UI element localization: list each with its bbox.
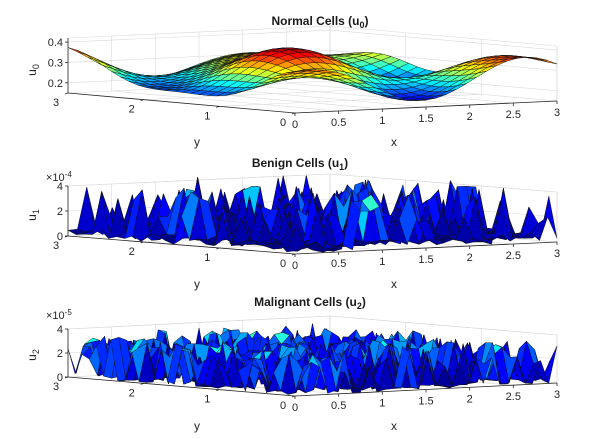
malignant-x-tick-label: 1 — [379, 398, 385, 410]
malignant-y-tick-mark — [216, 389, 220, 392]
normal-y-axis-label: y — [194, 135, 200, 149]
benign-y-tick-mark — [291, 253, 296, 256]
malignant-x-tick-label: 2 — [467, 393, 473, 405]
normal-x-tick-label: 0 — [292, 119, 298, 131]
benign-surface-face — [539, 196, 558, 241]
malignant-z-axis-label: u2 — [25, 349, 41, 361]
normal-z-tick-label: 0.2 — [48, 78, 63, 90]
malignant-surface — [67, 323, 558, 395]
normal-z-tick-label: 0.4 — [48, 37, 63, 49]
malignant-y-tick-mark — [291, 395, 296, 398]
malignant-x-tick-label: 0 — [292, 402, 298, 414]
normal-y-tick-mark — [216, 105, 220, 108]
malignant-y-tick-label: 2 — [129, 387, 135, 399]
benign-y-tick-label: 2 — [129, 246, 135, 258]
normal-y-tick-mark — [140, 99, 144, 102]
benign-y-axis-label: y — [194, 277, 200, 291]
normal-y-tick-mark — [64, 92, 69, 95]
normal-y-tick-label: 3 — [53, 97, 59, 109]
normal-axes-front: 0 0.5 1 1.5 2 2.5 3 0 1 2 3 0.2 0.3 0.4 — [48, 37, 560, 131]
benign-x-tick-label: 1 — [379, 256, 385, 268]
benign-y-tick-label: 1 — [204, 252, 210, 264]
benign-z-tick-label: 4 — [57, 181, 63, 193]
benign-y-tick-mark — [140, 241, 144, 244]
malignant-surface-face — [67, 345, 84, 375]
normal-box-edge — [329, 25, 558, 47]
benign-y-tick-mark — [216, 247, 220, 250]
normal-x-tick-label: 1 — [379, 115, 385, 127]
benign-z-tick-label: 2 — [57, 206, 63, 218]
malignant-y-axis-label: y — [194, 419, 200, 433]
benign-box-edge — [67, 173, 331, 187]
benign-y-axis-line — [67, 235, 296, 255]
malignant-x-tick-label: 3 — [554, 389, 560, 401]
benign-z-gridline — [67, 173, 558, 193]
malignant-x-tick-label: 2.5 — [506, 391, 521, 403]
normal-x-tick-label: 1.5 — [418, 113, 433, 125]
normal-y-tick-mark — [291, 112, 296, 115]
normal-surface-face — [537, 58, 558, 65]
benign-exponent-label: ×10-4 — [46, 170, 72, 184]
malignant-box-edge — [67, 315, 331, 330]
benign-y-tick-label: 0 — [280, 258, 286, 270]
benign-cells-plot: Benign Cells (u1) ×10-4 u1 y x 0 0.5 1 1.5 2… — [25, 156, 560, 291]
malignant-z-tick-label: 4 — [57, 324, 63, 336]
malignant-y-tick-label: 1 — [204, 394, 210, 406]
malignant-cells-plot: Malignant Cells (u2) ×10-5 u2 y x 0 0.5 1 1… — [25, 295, 560, 433]
normal-surface-face — [286, 69, 306, 74]
malignant-x-tick-label: 1.5 — [418, 396, 433, 408]
normal-y-tick-label: 1 — [204, 110, 210, 122]
normal-x-tick-label: 2 — [467, 111, 473, 123]
normal-box-edge — [67, 25, 331, 39]
benign-x-tick-label: 0 — [292, 260, 298, 272]
normal-surface — [67, 47, 558, 101]
benign-surface — [67, 175, 558, 253]
malignant-cells-title: Malignant Cells (u2) — [254, 295, 366, 311]
benign-y-tick-label: 3 — [53, 240, 59, 252]
normal-cells-title: Normal Cells (u0) — [271, 14, 368, 30]
benign-x-tick-label: 2.5 — [506, 250, 521, 262]
normal-x-tick-label: 3 — [554, 107, 560, 119]
malignant-y-axis-line — [67, 376, 296, 397]
malignant-x-axis-label: x — [391, 419, 397, 433]
benign-x-tick-label: 1.5 — [418, 254, 433, 266]
malignant-x-tick-label: 0.5 — [331, 400, 346, 412]
benign-z-tick-label: 0 — [57, 231, 63, 243]
benign-z-axis-label: u1 — [25, 209, 41, 221]
malignant-surface-face — [287, 366, 304, 395]
benign-x-tick-label: 3 — [554, 248, 560, 260]
normal-z-axis-label: u0 — [25, 64, 41, 76]
malignant-z-tick-label: 0 — [57, 372, 63, 384]
normal-z-gridline — [67, 29, 558, 51]
normal-y-gridline — [219, 39, 482, 107]
benign-x-axis-label: x — [391, 277, 397, 291]
malignant-y-tick-mark — [140, 382, 144, 385]
normal-y-axis-line — [67, 92, 296, 114]
normal-cells-plot: Normal Cells (u0) u0 y x 0 0.5 1 1.5 2 2.5 3 0 1… — [25, 14, 560, 149]
normal-z-tick-label: 0.3 — [48, 57, 63, 69]
normal-x-tick-label: 0.5 — [331, 117, 346, 129]
malignant-z-tick-label: 2 — [57, 348, 63, 360]
malignant-box-edge — [329, 315, 558, 336]
malignant-exponent-label: ×10-5 — [46, 308, 72, 322]
malignant-y-tick-label: 0 — [280, 400, 286, 412]
normal-y-tick-label: 0 — [280, 117, 286, 129]
benign-box-edge — [329, 173, 558, 193]
normal-x-axis-label: x — [391, 135, 397, 149]
malignant-y-tick-label: 3 — [53, 381, 59, 393]
benign-x-tick-label: 0.5 — [331, 258, 346, 270]
benign-cells-title: Benign Cells (u1) — [252, 156, 348, 172]
benign-surface-face — [286, 224, 305, 253]
normal-surface-face — [85, 53, 105, 64]
benign-x-tick-label: 2 — [467, 252, 473, 264]
normal-x-tick-label: 2.5 — [506, 109, 521, 121]
normal-y-tick-label: 2 — [129, 104, 135, 116]
